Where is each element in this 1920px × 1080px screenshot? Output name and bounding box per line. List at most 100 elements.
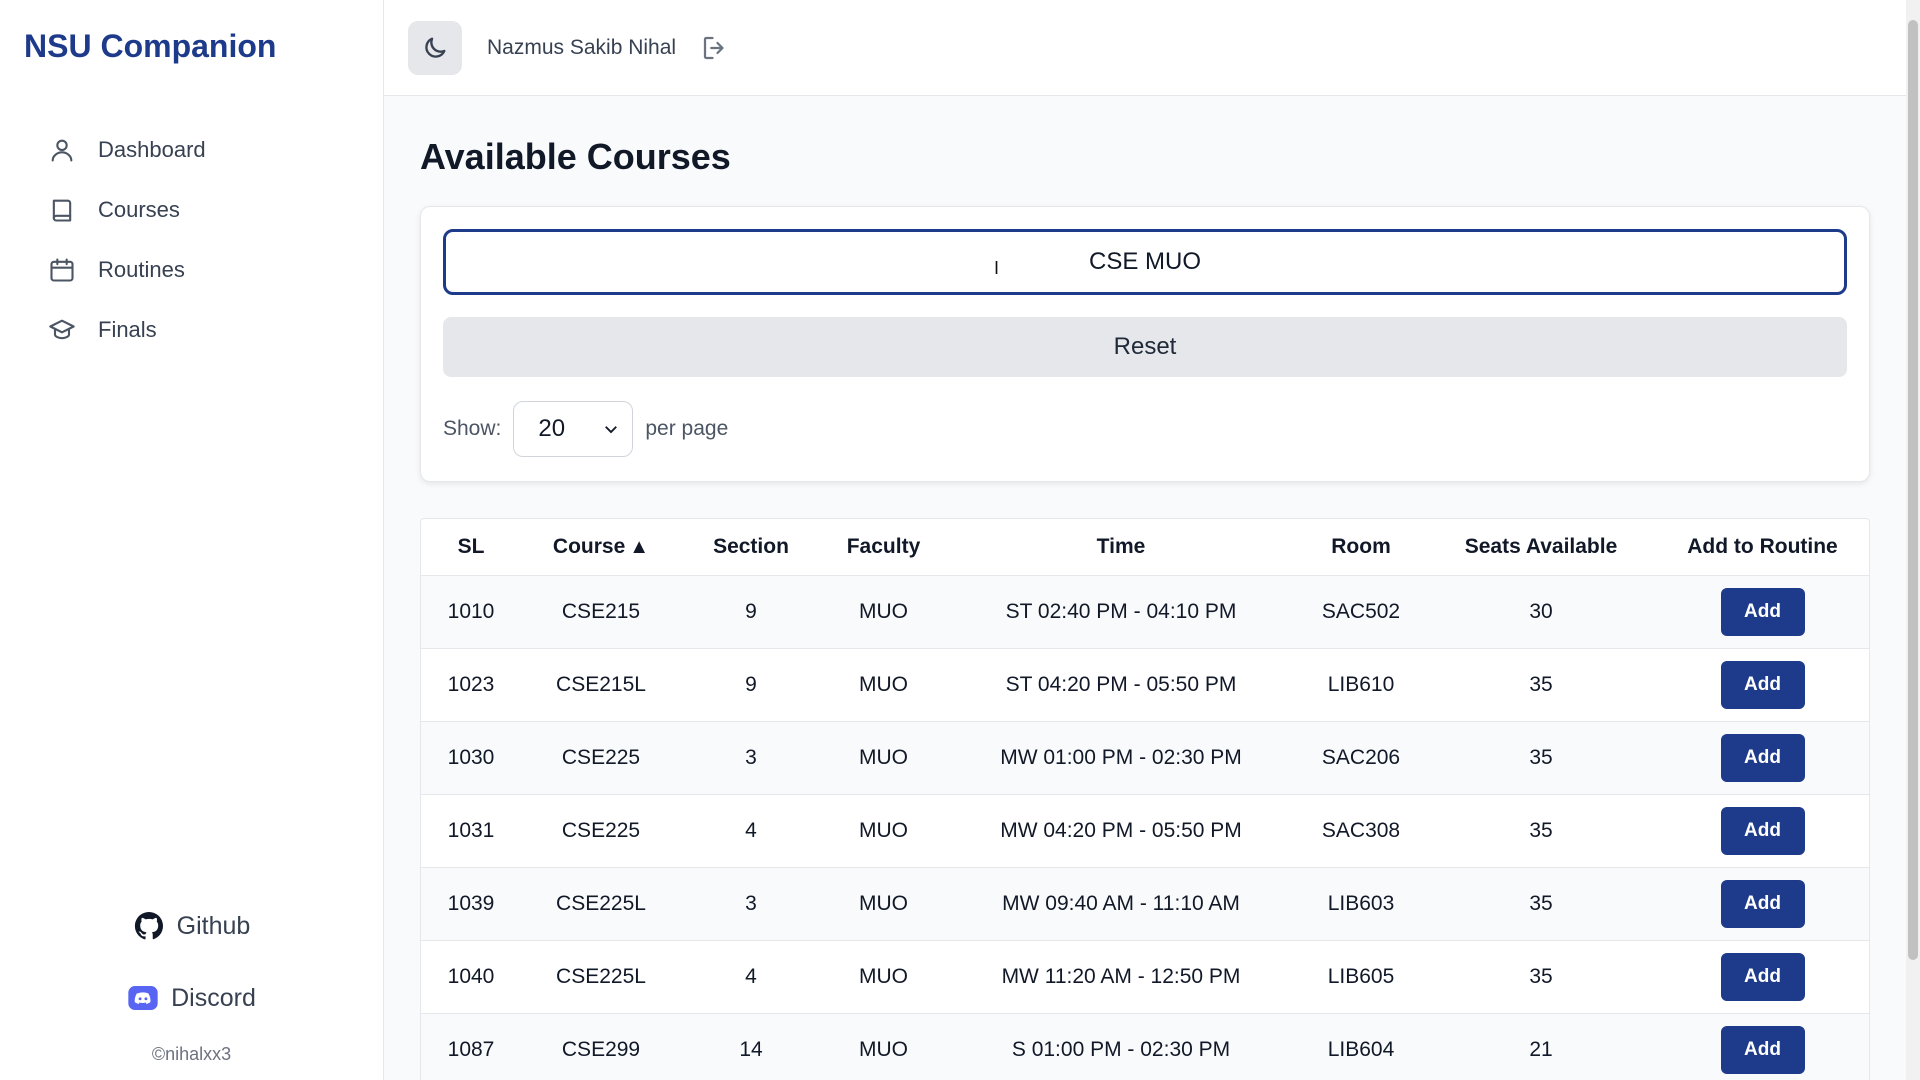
cell-seats: 35: [1426, 648, 1656, 722]
discord-icon: [128, 986, 158, 1010]
cell-sl: 1023: [421, 648, 521, 722]
add-to-routine-button[interactable]: Add: [1720, 879, 1805, 928]
cell-faculty: MUO: [821, 721, 946, 795]
cell-add: Add: [1656, 867, 1869, 941]
cell-add: Add: [1656, 648, 1869, 722]
cell-faculty: MUO: [821, 1013, 946, 1080]
cell-room: LIB603: [1296, 867, 1426, 941]
discord-label: Discord: [171, 983, 256, 1012]
per-page-select[interactable]: 20: [513, 401, 634, 457]
scrollbar[interactable]: [1906, 0, 1920, 1080]
search-input[interactable]: [443, 229, 1847, 295]
add-to-routine-button[interactable]: Add: [1720, 1025, 1805, 1074]
add-to-routine-button[interactable]: Add: [1720, 952, 1805, 1001]
sidebar-item-label: Dashboard: [98, 137, 206, 162]
cell-time: MW 04:20 PM - 05:50 PM: [946, 794, 1296, 868]
cell-section: 9: [681, 648, 821, 722]
col-faculty[interactable]: Faculty: [821, 519, 946, 576]
cell-add: Add: [1656, 794, 1869, 868]
cell-course: CSE225L: [521, 940, 681, 1014]
col-seats[interactable]: Seats Available: [1426, 519, 1656, 576]
filter-card: Reset Show: 20 per page: [420, 206, 1870, 482]
cell-seats: 35: [1426, 940, 1656, 1014]
sidebar-item-label: Courses: [98, 197, 180, 222]
col-section[interactable]: Section: [681, 519, 821, 576]
cell-section: 3: [681, 867, 821, 941]
cell-seats: 21: [1426, 1013, 1656, 1080]
col-course[interactable]: Course ▲: [521, 519, 681, 576]
sidebar-item-dashboard[interactable]: Dashboard: [24, 120, 359, 180]
cell-time: MW 09:40 AM - 11:10 AM: [946, 867, 1296, 941]
sidebar-item-finals[interactable]: Finals: [24, 300, 359, 360]
col-course-label: Course: [552, 534, 626, 558]
table-header-row: SL Course ▲ Section Faculty Time Room Sea…: [421, 519, 1869, 576]
cell-add: Add: [1656, 940, 1869, 1014]
cell-section: 4: [681, 940, 821, 1014]
github-link[interactable]: Github: [0, 890, 383, 962]
col-time[interactable]: Time: [946, 519, 1296, 576]
cell-seats: 35: [1426, 721, 1656, 795]
cell-room: SAC206: [1296, 721, 1426, 795]
graduation-cap-icon: [48, 316, 76, 344]
brand-title[interactable]: NSU Companion: [24, 28, 277, 64]
main-area: Nazmus Sakib Nihal Available Courses Res…: [384, 0, 1920, 1080]
cell-course: CSE225L: [521, 867, 681, 941]
cell-sl: 1040: [421, 940, 521, 1014]
cell-time: MW 01:00 PM - 02:30 PM: [946, 721, 1296, 795]
col-room[interactable]: Room: [1296, 519, 1426, 576]
cell-room: SAC502: [1296, 575, 1426, 649]
sidebar-item-courses[interactable]: Courses: [24, 180, 359, 240]
table-row: 1030 CSE225 3 MUO MW 01:00 PM - 02:30 PM SAC2…: [421, 721, 1869, 795]
cell-sl: 1030: [421, 721, 521, 795]
cell-time: S 01:00 PM - 02:30 PM: [946, 1013, 1296, 1080]
per-page-control: Show: 20 per page: [443, 401, 1847, 457]
cell-room: LIB610: [1296, 648, 1426, 722]
add-to-routine-button[interactable]: Add: [1720, 806, 1805, 855]
cell-faculty: MUO: [821, 794, 946, 868]
add-to-routine-button[interactable]: Add: [1720, 733, 1805, 782]
sidebar-nav: Dashboard Courses Routines Finals: [24, 120, 359, 360]
per-page-label: per page: [645, 417, 729, 440]
table-row: 1023 CSE215L 9 MUO ST 04:20 PM - 05:50 PM LIB…: [421, 648, 1869, 722]
github-label: Github: [176, 911, 251, 940]
cell-seats: 30: [1426, 575, 1656, 649]
user-name: Nazmus Sakib Nihal: [487, 35, 677, 59]
add-to-routine-button[interactable]: Add: [1720, 587, 1805, 636]
col-sl[interactable]: SL: [421, 519, 521, 576]
footer-links: Github Discord: [0, 890, 383, 1034]
sidebar: NSU Companion Dashboard Courses Routines: [0, 0, 384, 1080]
logout-button[interactable]: [700, 33, 730, 63]
user-icon: [48, 136, 76, 164]
table-row: 1031 CSE225 4 MUO MW 04:20 PM - 05:50 PM SAC3…: [421, 794, 1869, 868]
add-to-routine-button[interactable]: Add: [1720, 660, 1805, 709]
sort-asc-icon: ▲: [629, 535, 650, 558]
cell-add: Add: [1656, 1013, 1869, 1080]
cell-section: 4: [681, 794, 821, 868]
cell-sl: 1087: [421, 1013, 521, 1080]
courses-table: SL Course ▲ Section Faculty Time Room Sea…: [420, 518, 1870, 1080]
reset-button[interactable]: Reset: [443, 317, 1847, 377]
page-title: Available Courses: [420, 136, 731, 177]
discord-link[interactable]: Discord: [0, 962, 383, 1034]
cell-room: LIB604: [1296, 1013, 1426, 1080]
calendar-icon: [48, 256, 76, 284]
theme-toggle-button[interactable]: [408, 20, 462, 75]
show-label: Show:: [443, 417, 502, 440]
sidebar-item-routines[interactable]: Routines: [24, 240, 359, 300]
cell-course: CSE299: [521, 1013, 681, 1080]
table-body: 1010 CSE215 9 MUO ST 02:40 PM - 04:10 PM SAC5…: [421, 575, 1869, 1080]
cell-section: 9: [681, 575, 821, 649]
cell-room: LIB605: [1296, 940, 1426, 1014]
cell-add: Add: [1656, 721, 1869, 795]
logout-icon: [703, 36, 724, 59]
cell-course: CSE225: [521, 721, 681, 795]
cell-faculty: MUO: [821, 648, 946, 722]
cell-time: MW 11:20 AM - 12:50 PM: [946, 940, 1296, 1014]
scrollbar-thumb[interactable]: [1908, 20, 1918, 960]
cell-section: 14: [681, 1013, 821, 1080]
content: Available Courses Reset Show: 20 per pag…: [420, 96, 1870, 1080]
cell-course: CSE215: [521, 575, 681, 649]
sidebar-item-label: Finals: [98, 317, 157, 342]
cell-seats: 35: [1426, 794, 1656, 868]
